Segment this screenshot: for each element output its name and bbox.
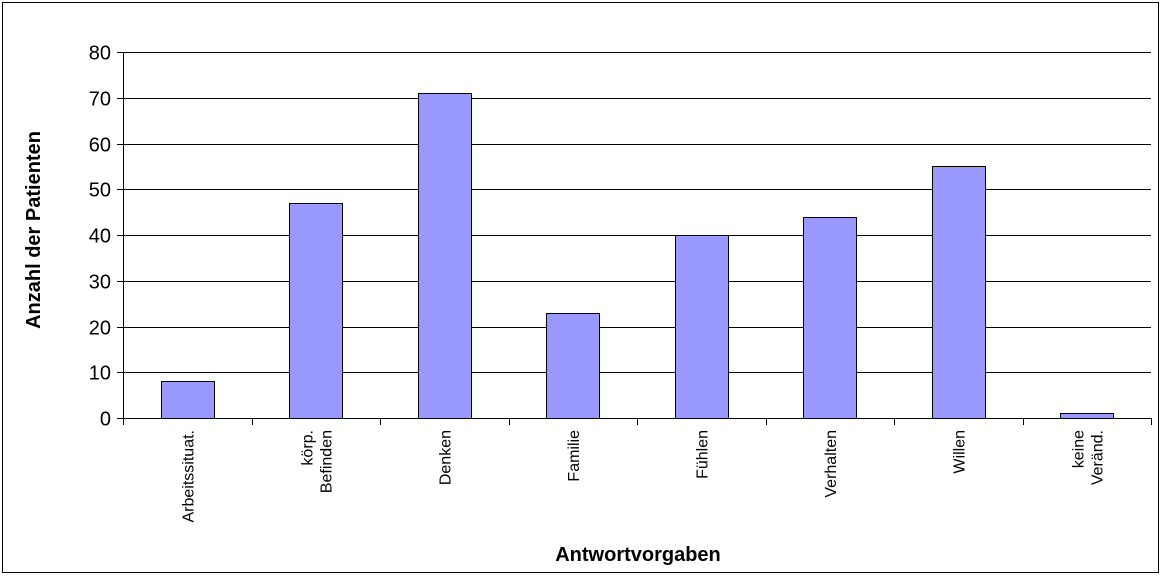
x-category-label: Verhalten [823,430,840,498]
y-tick-labels: 0 10 20 30 40 50 60 70 80 [89,43,111,431]
x-category-label-line: Verhalten [823,430,840,498]
x-category-label-line: Willen [951,430,968,474]
x-category-label-line: Denken [437,430,454,485]
y-tick-label: 10 [89,363,111,385]
bar [675,235,729,419]
x-category-label: Fühlen [694,430,711,479]
x-category-label-line: Fühlen [694,430,711,479]
x-category-label: Arbeitssituat. [180,430,197,522]
y-tick-label: 80 [89,43,111,65]
x-category-label: keine Veränd. [1070,430,1106,485]
bar [418,93,472,419]
y-axis-title: Anzahl der Patienten [23,131,45,329]
bar [932,166,986,419]
y-tick-label: 40 [89,226,111,248]
x-category-label-line: körp. [299,430,316,466]
bar [161,381,215,419]
gridlines [117,52,1151,419]
x-category-label-line: Befinden [318,430,335,493]
x-category-label: Willen [951,430,968,474]
bar [546,313,600,419]
bar [1060,413,1114,419]
x-category-label: Denken [437,430,454,485]
x-category-label-line: Arbeitssituat. [180,430,197,522]
bar [289,203,343,419]
axes [123,52,1152,425]
x-axis-title: Antwortvorgaben [555,544,721,566]
bars [161,93,1114,419]
x-category-label-line: keine [1070,430,1087,468]
y-tick-label: 50 [89,180,111,202]
y-tick-label: 20 [89,318,111,340]
y-tick-label: 70 [89,89,111,111]
y-tick-label: 60 [89,135,111,157]
y-tick-label: 0 [100,409,111,431]
x-category-label: körp. Befinden [299,430,335,493]
y-tick-label: 30 [89,272,111,294]
x-category-label: Familie [566,430,583,482]
x-category-label-line: Veränd. [1089,430,1106,485]
x-category-label-line: Familie [566,430,583,482]
bar [803,217,857,419]
category-labels: Arbeitssituat. körp. Befinden Denken Familie… [180,430,1106,523]
